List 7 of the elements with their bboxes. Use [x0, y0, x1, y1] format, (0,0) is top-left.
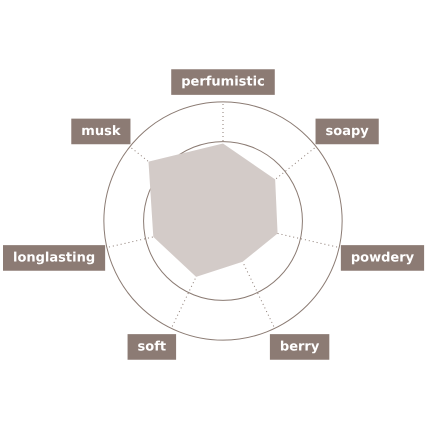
- spoke-label: powdery: [350, 250, 415, 266]
- spoke-label: musk: [81, 124, 121, 139]
- spoke-label: longlasting: [12, 250, 96, 266]
- spoke-label: perfumistic: [181, 74, 265, 90]
- spoke-label: soapy: [326, 124, 370, 139]
- spoke-label: soft: [138, 339, 166, 354]
- spoke-label: berry: [280, 339, 320, 354]
